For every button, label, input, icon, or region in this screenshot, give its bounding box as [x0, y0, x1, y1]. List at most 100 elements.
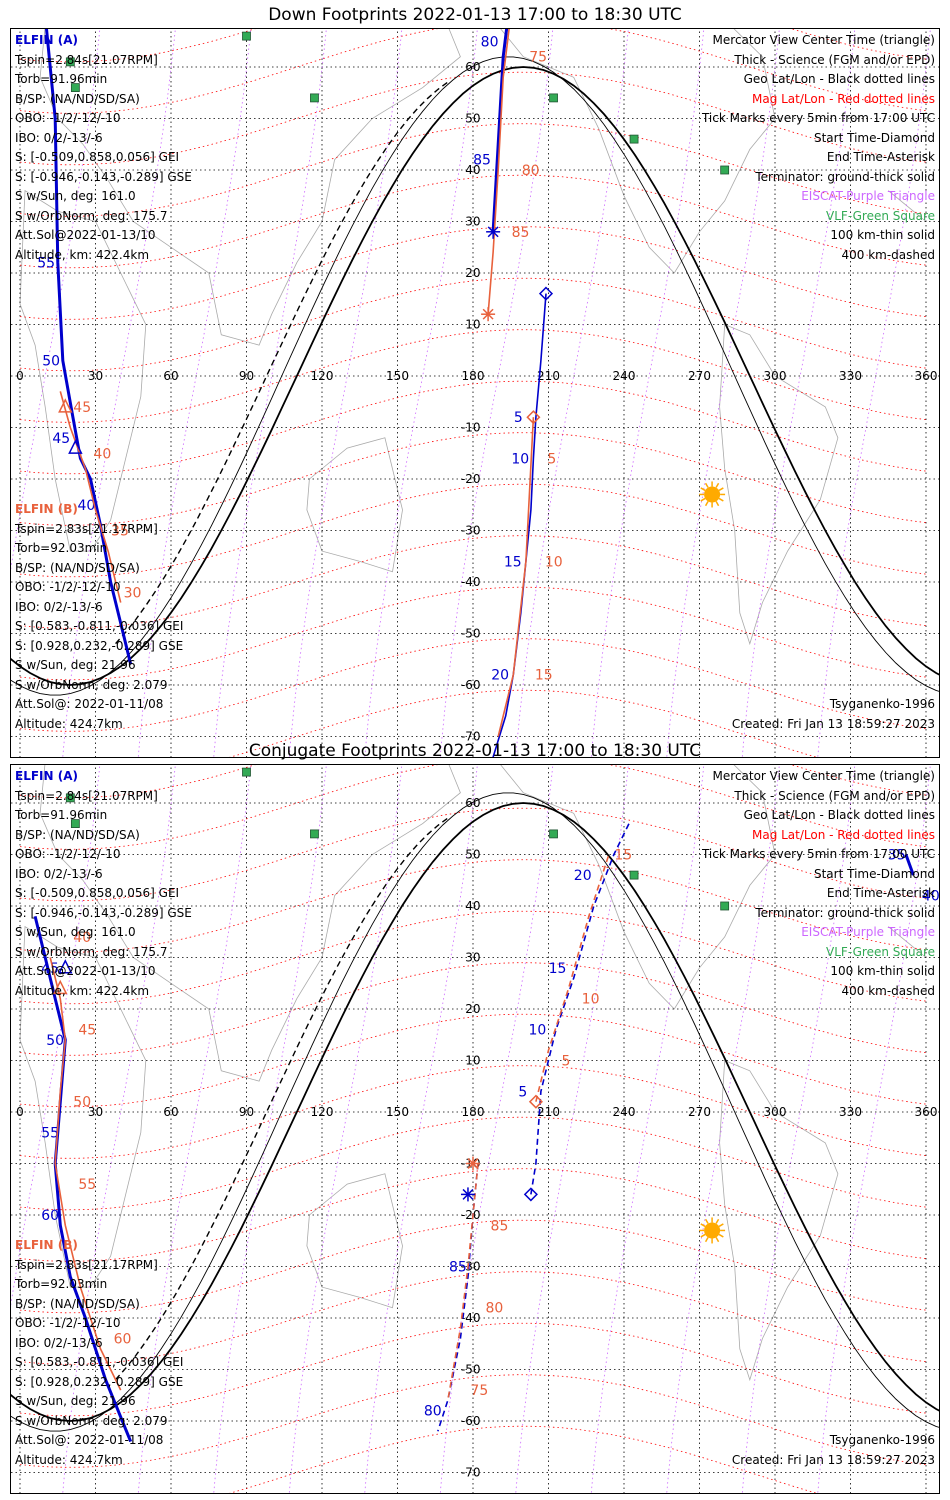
mag-lat-line	[19, 1168, 927, 1262]
tick-mark-label: 80	[481, 34, 499, 50]
tick-mark-label: 5	[547, 451, 556, 467]
mag-lat-line	[19, 962, 927, 1056]
start-diamond	[526, 410, 541, 425]
legend-item: Terminator: ground-thick solid	[755, 905, 935, 920]
tick-mark-label: 15	[535, 668, 553, 684]
lat-tick-label: 10	[465, 318, 480, 332]
elfin-b-line: S w/OrbNorm, deg: 2.079	[15, 1413, 168, 1428]
elfin-a-line: S: [-0.509,0.858,0.056] GEI	[15, 886, 180, 900]
mag-lat-line	[19, 380, 927, 475]
lat-tick-label: 20	[465, 1002, 480, 1016]
coastline	[39, 765, 461, 1082]
vlf-square	[70, 83, 80, 92]
coastline	[888, 190, 927, 222]
lon-tick-label: 270	[688, 369, 711, 383]
lon-tick-label: 360	[915, 369, 938, 383]
created-label: Created: Fri Jan 13 18:59:27 2023	[731, 717, 935, 731]
mag-lat-line	[19, 638, 927, 732]
mag-lat-line	[19, 1374, 927, 1468]
lon-tick-label: 60	[163, 1105, 178, 1119]
tick-mark-label: 20	[491, 668, 509, 684]
lat-tick-label: 20	[465, 266, 480, 280]
elfin-a-line: OBO: -1/2/-12/-10	[15, 847, 121, 861]
mag-lon-line	[515, 29, 629, 757]
lat-tick-label: -70	[461, 730, 481, 744]
mag-lat-line	[19, 1322, 927, 1417]
elfin-a-label: ELFIN (A)	[15, 769, 78, 783]
elfin-b-label: ELFIN (B)	[15, 1238, 78, 1252]
mag-lat-line	[19, 1065, 927, 1159]
coastline	[306, 1173, 403, 1309]
lon-tick-label: 330	[839, 1105, 862, 1119]
tick-mark-label: 80	[486, 1301, 504, 1317]
legend: Mercator View Center Time (triangle) Thi…	[702, 767, 935, 1001]
elfin-b-line: S w/OrbNorm, deg: 2.079	[15, 677, 168, 692]
lat-tick-label: -50	[461, 1363, 481, 1377]
map-frame: 0306090120150180210240270300330360706050…	[10, 764, 940, 1494]
end-asterisk	[482, 308, 494, 320]
lat-tick-label: -70	[461, 1466, 481, 1480]
tick-mark-label: 40	[922, 889, 940, 905]
track-b	[487, 29, 510, 315]
tick-mark-label: 80	[522, 163, 540, 179]
terminator-ground	[11, 66, 939, 686]
elfin-a-info: ELFIN (A) Tspin=2.84s[21.07RPM] Torb=91.…	[15, 31, 192, 265]
lon-tick-label: 360	[915, 1105, 938, 1119]
legend-item: 400 km-dashed	[841, 983, 935, 998]
terminator-100km	[11, 56, 939, 696]
tick-mark-label: 50	[46, 1033, 64, 1049]
elfin-a-label: ELFIN (A)	[15, 33, 78, 47]
sun-ray	[700, 487, 706, 492]
mag-lat-line	[19, 535, 927, 629]
elfin-b-line: IBO: 0/2/-13/-6	[15, 1335, 103, 1350]
sun-ray	[718, 1233, 724, 1238]
lon-tick-label: 210	[537, 369, 560, 383]
lat-tick-label: -20	[461, 472, 481, 486]
elfin-b-line: S w/Sun, deg: 21.96	[15, 658, 136, 672]
coastline	[39, 29, 461, 346]
sun-ray	[704, 1237, 709, 1243]
lat-tick-label: -40	[461, 575, 481, 589]
lat-tick-label: 40	[465, 899, 480, 913]
panel-title: Down Footprints 2022-01-13 17:00 to 18:3…	[268, 5, 682, 25]
lat-tick-label: -30	[461, 1260, 481, 1274]
elfin-a-line: B/SP: (NA/ND/SD/SA)	[15, 91, 140, 106]
mag-grid	[11, 765, 931, 1493]
lat-tick-label: 60	[465, 796, 480, 810]
sun-ray	[718, 1223, 724, 1228]
tick-mark-label: 75	[529, 50, 547, 66]
elfin-a-line: IBO: 0/2/-13/-6	[15, 866, 103, 881]
mag-lon-line	[288, 765, 403, 1493]
end-asterisk	[487, 226, 499, 238]
legend-item: Terminator: ground-thick solid	[755, 169, 935, 184]
track-a	[45, 29, 133, 665]
elfin-a-line: S w/OrbNorm, deg: 175.7	[15, 944, 168, 959]
tick-mark-label: 35	[888, 848, 906, 864]
lon-tick-label: 300	[764, 369, 787, 383]
tick-mark-label: 15	[504, 554, 522, 570]
sun-ray	[704, 1218, 709, 1224]
mag-lon-line	[590, 29, 705, 757]
map-frame: 0306090120150180210240270300330360706050…	[10, 28, 940, 758]
tick-mark-label: 55	[41, 1126, 59, 1142]
elfin-b-line: S: [0.928,0.232,-0.289] GSE	[15, 1374, 184, 1389]
terminator-400km	[115, 817, 449, 1381]
lat-tick-label: -60	[461, 1414, 481, 1428]
legend-item: Geo Lat/Lon - Black dotted lines	[743, 808, 935, 822]
elfin-b-line: Torb=92.03min	[15, 1277, 108, 1291]
sun-ray	[715, 1218, 720, 1224]
axis-ticks: 0306090120150180210240270300330360706050…	[16, 796, 938, 1480]
terminators	[11, 792, 939, 1432]
coastline	[888, 926, 927, 958]
sun-disk	[704, 486, 721, 503]
mag-lat-line	[19, 277, 927, 372]
vlf-square	[310, 829, 319, 839]
lat-tick-label: -30	[461, 524, 481, 538]
legend-item: Thick - Science (FGM and/or EPD)	[734, 788, 935, 803]
map-plot: 0306090120150180210240270300330360706050…	[11, 29, 939, 757]
lon-tick-label: 0	[16, 369, 24, 383]
track-a	[530, 823, 630, 1195]
lon-tick-label: 330	[839, 369, 862, 383]
terminator-ground	[11, 802, 939, 1422]
axis-ticks: 0306090120150180210240270300330360706050…	[16, 60, 938, 744]
